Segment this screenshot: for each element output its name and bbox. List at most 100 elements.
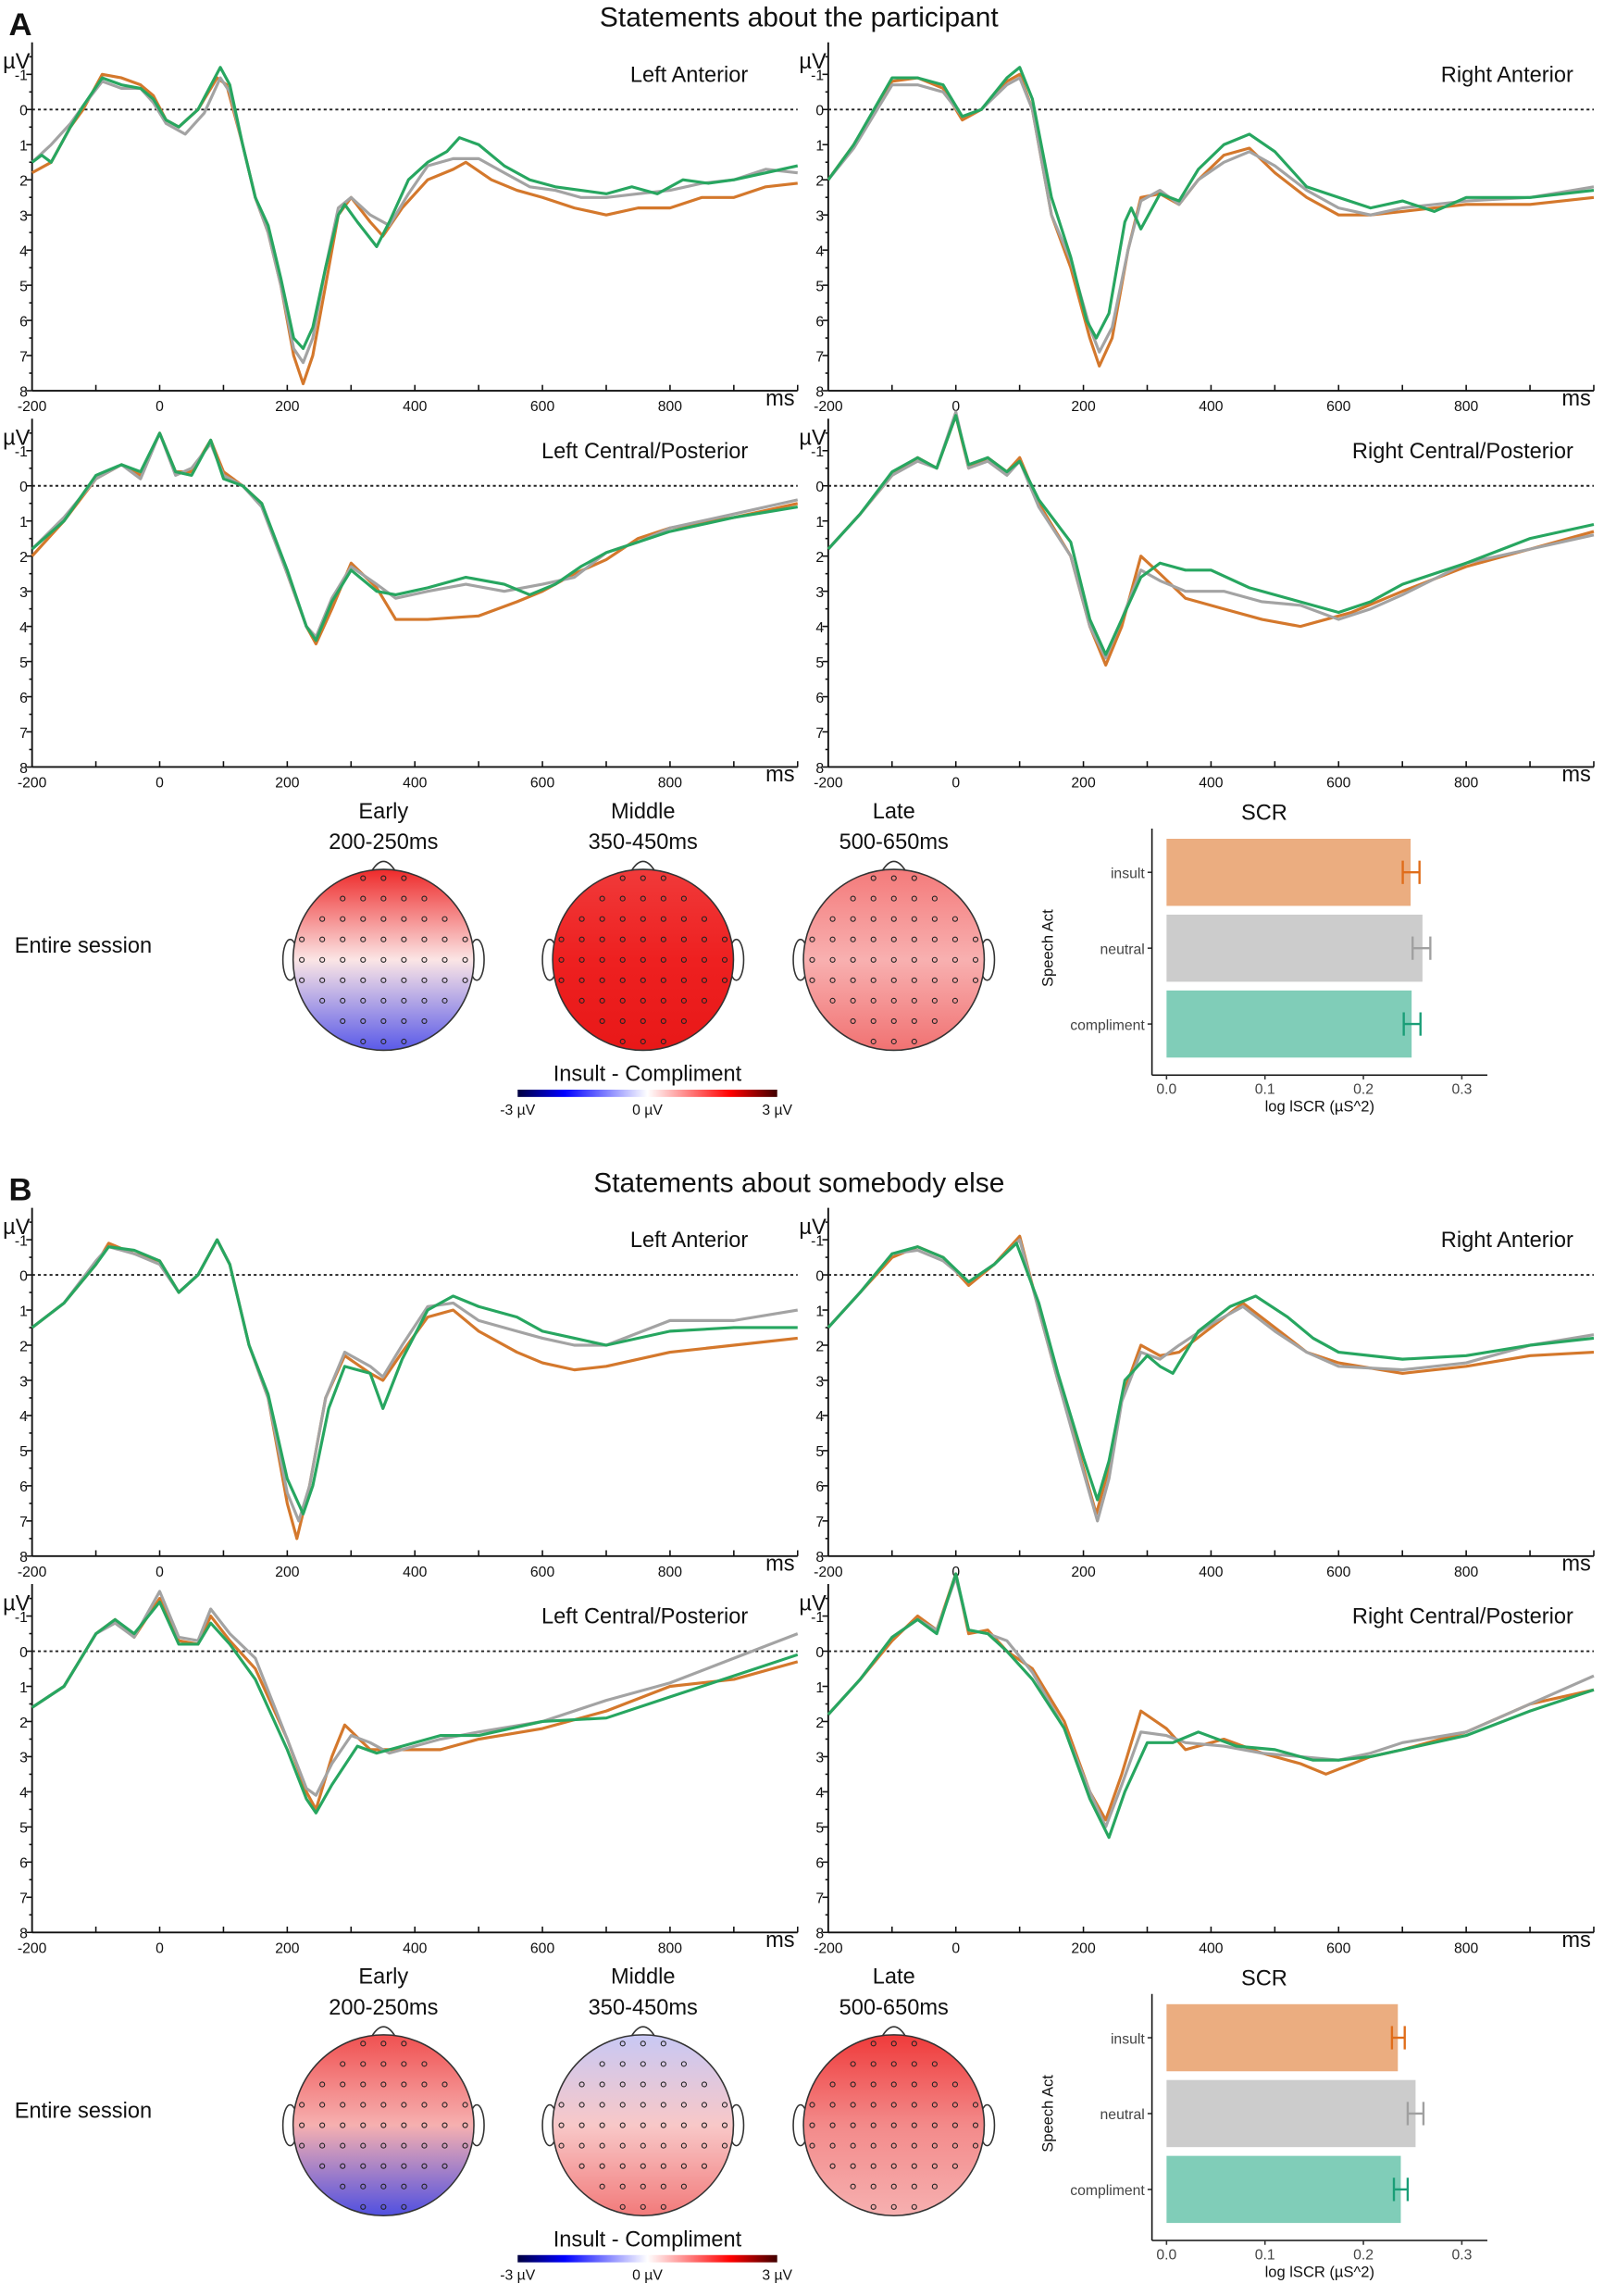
electrode	[462, 956, 468, 963]
electrode	[809, 2142, 815, 2149]
x-tick-label: 400	[403, 399, 428, 415]
electrode	[319, 916, 326, 922]
electrode	[380, 2122, 387, 2128]
electrode	[319, 2081, 326, 2088]
electrode	[421, 977, 428, 983]
y-tick-label: 0	[815, 1268, 824, 1284]
nose-icon	[371, 860, 396, 872]
electrode	[870, 2102, 877, 2108]
series-line-insult	[827, 1234, 1595, 1516]
electrode	[360, 2122, 367, 2128]
electrode	[660, 977, 666, 983]
electrode	[911, 936, 917, 942]
x-tick-label: 200	[1071, 399, 1096, 415]
y-tick-label: 1	[19, 1304, 28, 1319]
electrode	[931, 2081, 938, 2088]
y-tick-label: 8	[19, 1550, 28, 1566]
electrode	[360, 2183, 367, 2190]
electrode	[701, 956, 708, 963]
electrode	[890, 2102, 897, 2108]
electrode	[421, 2102, 428, 2108]
electrode	[421, 2183, 428, 2190]
electrode	[401, 2102, 407, 2108]
y-tick-label: 8	[815, 761, 824, 777]
electrode	[640, 2061, 646, 2067]
electrode	[850, 916, 856, 922]
electrode	[640, 1017, 646, 1025]
electrode	[599, 2122, 605, 2128]
electrode	[870, 936, 877, 942]
electrode	[931, 956, 938, 963]
colorbar-title: Insult - Compliment	[553, 2227, 742, 2252]
electrode	[441, 916, 448, 922]
electrode	[360, 2081, 367, 2088]
electrode	[911, 997, 917, 1004]
electrode	[850, 997, 856, 1004]
electrode	[640, 2081, 646, 2088]
electrode	[931, 2183, 938, 2190]
electrode	[680, 2102, 687, 2108]
electrode	[360, 2040, 367, 2047]
plot-title: Left Central/Posterior	[541, 1605, 748, 1629]
y-tick-label: 3	[19, 1374, 28, 1390]
series-line-compliment	[827, 414, 1595, 656]
y-unit-label: µV	[3, 1591, 31, 1616]
electrode	[640, 2163, 646, 2169]
electrode	[299, 956, 305, 963]
electrode	[599, 2081, 605, 2088]
erp-plot-right-anterior: -1 0 1 2 3 4 5 6 7 8-200 0 200 400 600 800 µV ms Right An…	[799, 1207, 1595, 1580]
electrode	[421, 2163, 428, 2169]
electrode	[380, 2203, 387, 2210]
electrode	[640, 895, 646, 902]
y-tick-label: 2	[815, 550, 824, 566]
scalp-map	[292, 868, 475, 1052]
electrode	[911, 2061, 917, 2067]
electrode	[319, 2163, 326, 2169]
electrode	[599, 997, 605, 1004]
window-name: Middle	[611, 800, 676, 824]
electrode	[890, 2163, 897, 2169]
electrode	[850, 956, 856, 963]
y-tick-label: 2	[815, 1716, 824, 1731]
scalp-map	[552, 868, 735, 1052]
electrode	[380, 2183, 387, 2190]
colorbar-gradient	[517, 1089, 777, 1097]
electrode	[701, 997, 708, 1004]
electrode	[578, 997, 585, 1004]
electrode	[931, 895, 938, 902]
y-tick-label: 8	[815, 384, 824, 400]
electrode	[299, 936, 305, 942]
x-tick-label: 0	[951, 399, 960, 415]
electrode	[911, 2183, 917, 2190]
electrode	[380, 916, 387, 922]
electrode	[360, 895, 367, 902]
electrode	[951, 2081, 958, 2088]
electrode	[890, 895, 897, 902]
x-tick-label: 0.3	[1451, 1082, 1472, 1098]
topomap-early: Early 200-250ms	[281, 800, 485, 1052]
electrode	[380, 1038, 387, 1045]
electrode	[578, 977, 585, 983]
electrode	[829, 956, 836, 963]
electrode	[599, 1017, 605, 1025]
electrode	[599, 916, 605, 922]
x-tick-label: 600	[1326, 1940, 1351, 1956]
y-tick-label: 1	[815, 1304, 824, 1319]
y-tick-label: 0	[19, 1645, 28, 1661]
electrode	[421, 2081, 428, 2088]
electrode	[809, 956, 815, 963]
session-label: Entire session	[15, 2100, 152, 2124]
electrode	[360, 2061, 367, 2067]
electrode	[701, 2163, 708, 2169]
electrode	[380, 956, 387, 963]
electrode	[829, 2142, 836, 2149]
electrode	[911, 2102, 917, 2108]
x-tick-label: 400	[403, 1940, 428, 1956]
electrode	[619, 2040, 626, 2047]
y-tick-label: 3	[19, 208, 28, 224]
y-tick-label: -1	[15, 1233, 28, 1249]
y-unit-label: µV	[799, 1591, 827, 1616]
electrode	[340, 2061, 346, 2067]
x-tick-label: 400	[403, 1565, 428, 1580]
y-unit-label: µV	[3, 50, 31, 74]
